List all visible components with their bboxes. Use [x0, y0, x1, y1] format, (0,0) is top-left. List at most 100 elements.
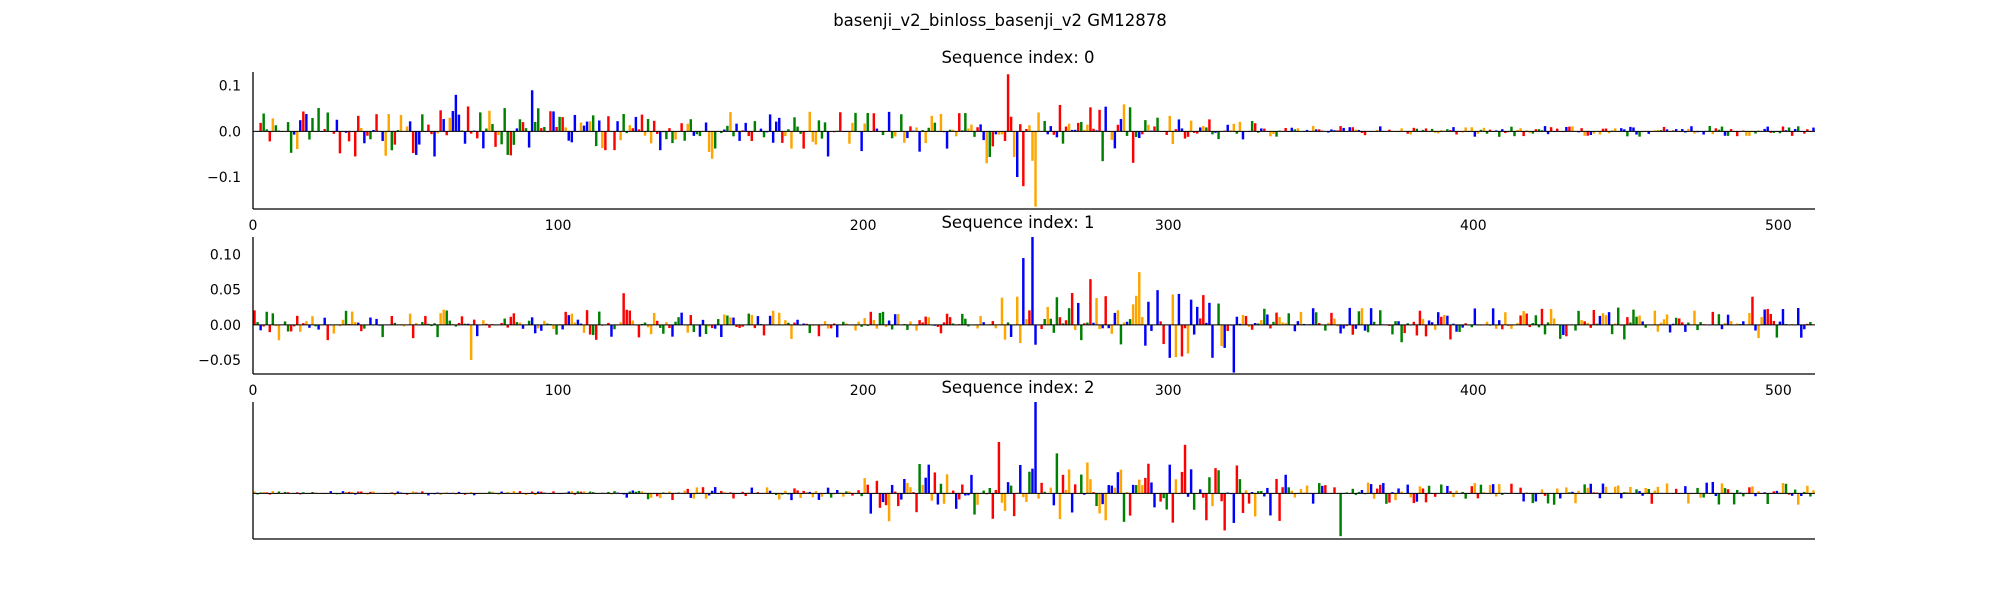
logo-letter-G [1119, 469, 1123, 494]
logo-letter-G [1482, 127, 1486, 132]
logo-letter-C [1723, 131, 1727, 136]
logo-letter-T [1180, 324, 1184, 357]
logo-letter-G [927, 317, 930, 325]
logo-letter-G [1519, 128, 1522, 132]
logo-letter-G [903, 131, 906, 143]
logo-letter-C [1199, 127, 1202, 132]
logo-letter-G [970, 124, 973, 132]
logo-letter-C [903, 479, 906, 494]
logo-letter-A [1055, 453, 1059, 494]
logo-letter-C [579, 323, 583, 325]
logo-letter-T [1064, 320, 1068, 325]
logo-letter-G [848, 131, 851, 144]
logo-letter-C [1260, 128, 1263, 132]
logo-letter-A [591, 324, 595, 336]
logo-letter-C [515, 128, 519, 132]
logo-letter-A [988, 487, 991, 494]
logo-letter-G [649, 493, 653, 498]
logo-letter-T [1626, 317, 1629, 325]
logo-letter-G [1333, 318, 1336, 325]
logo-letter-C [610, 324, 613, 337]
logo-letter-G [1607, 131, 1611, 134]
logo-letter-G [845, 323, 848, 325]
logo-letter-G [1613, 323, 1617, 325]
logo-letter-A [692, 324, 696, 332]
logo-letter-T [1735, 131, 1739, 137]
logo-letter-T [750, 131, 754, 141]
logo-letter-T [1040, 324, 1043, 330]
logo-letter-C [329, 491, 333, 494]
logo-letter-T [1275, 312, 1278, 325]
logo-letter-C [1620, 493, 1623, 499]
logo-letter-G [1147, 124, 1150, 132]
logo-letter-G [1019, 324, 1022, 344]
logo-letter-T [1083, 323, 1086, 325]
logo-letter-G [350, 491, 354, 494]
logo-letter-C [1266, 314, 1269, 325]
logo-letter-G [857, 321, 860, 325]
logo-letter-G [649, 131, 653, 144]
logo-letter-G [350, 311, 354, 325]
logo-letter-G [1751, 486, 1754, 494]
logo-letter-T [1510, 483, 1513, 494]
logo-letter-T [942, 322, 946, 325]
logo-letter-A [713, 131, 717, 149]
logo-letter-A [1162, 493, 1165, 499]
logo-letter-G [537, 324, 540, 329]
logo-letter-G [1571, 126, 1574, 132]
logo-letter-T [869, 311, 873, 325]
logo-letter-T [1681, 322, 1684, 325]
logo-letter-G [436, 131, 439, 134]
logo-letter-C [1705, 482, 1708, 494]
logo-letter-A [939, 483, 943, 494]
logo-letter-A [1430, 128, 1434, 132]
logo-letter-A [1235, 131, 1239, 134]
logo-letter-T [427, 124, 430, 132]
logo-letter-A [1257, 491, 1260, 494]
logo-letter-C [1763, 309, 1766, 325]
logo-letter-T [268, 493, 271, 495]
logo-letter-G [1757, 324, 1760, 339]
logo-letter-G [1110, 131, 1114, 140]
logo-letter-A [799, 131, 802, 134]
logo-letter-G [1083, 129, 1086, 132]
logo-letter-C [689, 493, 693, 498]
logo-letter-A [1260, 490, 1263, 494]
logo-letter-C [698, 324, 702, 337]
logo-letter-G [1644, 488, 1647, 494]
logo-letter-T [1214, 468, 1217, 494]
logo-letter-C [1461, 324, 1464, 328]
logo-letter-T [430, 131, 433, 135]
logo-letter-T [1098, 109, 1101, 132]
logo-letter-G [1003, 493, 1007, 511]
logo-letter-C [1031, 237, 1034, 325]
logo-letter-A [1257, 131, 1260, 133]
logo-letter-A [1049, 318, 1052, 325]
logo-letter-G [976, 493, 979, 505]
logo-letter-A [622, 113, 625, 132]
logo-letter-G [311, 316, 314, 325]
logo-letter-T [494, 131, 497, 147]
y-tick-label: 0.10 [210, 248, 241, 264]
logo-letter-C [500, 491, 503, 494]
logo-letter-G [344, 492, 348, 494]
logo-letter-A [1006, 322, 1010, 325]
logo-letter-A [1067, 308, 1071, 325]
logo-letter-G [897, 314, 900, 325]
logo-letters [253, 237, 1815, 373]
logo-letter-T [457, 322, 461, 325]
logo-letter-G [482, 320, 485, 325]
logo-letter-C [1192, 324, 1196, 335]
logo-letter-T [1772, 491, 1776, 494]
logo-letter-C [357, 322, 360, 325]
logo-letter-G [1485, 321, 1489, 325]
logo-letter-C [259, 324, 262, 331]
logo-letter-C [1232, 493, 1236, 523]
logo-letter-G [1665, 314, 1669, 325]
logo-letter-T [1089, 107, 1092, 132]
logo-letter-A [1623, 324, 1626, 340]
logo-letter-A [845, 491, 848, 494]
logo-letter-A [1406, 323, 1409, 325]
x-tick-label: 200 [850, 383, 877, 399]
logo-letter-T [839, 112, 842, 132]
